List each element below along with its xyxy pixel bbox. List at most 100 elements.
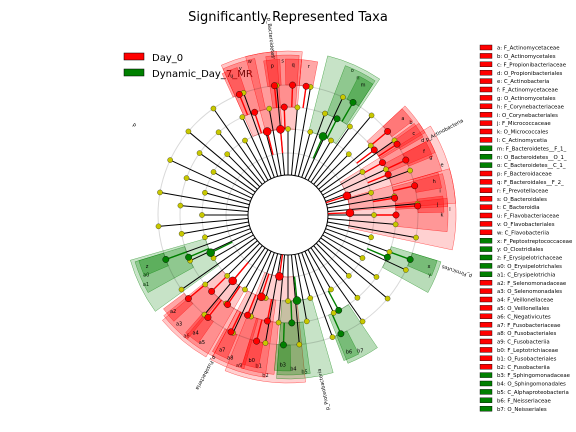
branch-a5 — [227, 285, 241, 305]
tree-branch — [169, 159, 252, 199]
branch-a — [370, 130, 389, 147]
tree-branch — [181, 221, 249, 235]
legend-swatch-day7 — [123, 68, 145, 77]
tree-branch — [294, 86, 312, 176]
tree-branch — [322, 171, 363, 196]
tree-branch — [318, 240, 388, 299]
cladogram-nodes — [155, 81, 422, 349]
neutral-node — [392, 221, 399, 228]
tree-branch — [318, 145, 372, 190]
neutral-node — [307, 129, 314, 135]
key-label-b3: b3: F_Sphingomonadaceae — [497, 373, 571, 379]
branch-a0 — [188, 247, 210, 258]
clade-label-t: t — [273, 55, 275, 61]
key-swatch-u — [479, 212, 493, 219]
key-label-o: o: C_Bacteroidetes__C_1_ — [497, 163, 566, 169]
tree-branch — [204, 240, 258, 285]
branch-b7 — [327, 290, 340, 311]
node-i — [391, 194, 399, 202]
branch-a3 — [211, 275, 228, 292]
node-w — [262, 127, 272, 136]
node-l — [345, 208, 355, 218]
clade-label-o: o — [351, 68, 354, 74]
neutral-node — [359, 169, 366, 175]
key-swatch-c — [479, 61, 493, 67]
key-swatch-z — [479, 254, 493, 261]
neutral-node — [407, 167, 413, 174]
key-swatch-f — [479, 86, 493, 93]
branch-a2 — [187, 283, 206, 300]
node-y — [384, 253, 391, 261]
clade-label-k: k — [441, 213, 444, 219]
key-label-g: g: O_Actinomycetales — [497, 96, 556, 102]
node-z — [162, 256, 170, 263]
key-label-b0: b0: F_Leptotrichiaceae — [497, 348, 559, 354]
tree-branch — [310, 247, 363, 322]
key-label-u: u: F_Flavobacteriaceae — [497, 214, 560, 220]
neutral-node — [368, 189, 374, 196]
clade-label-b0: b0 — [249, 358, 255, 364]
clade-sector-m — [346, 75, 374, 107]
branch-b — [356, 149, 375, 164]
branch-s — [283, 107, 286, 130]
node-u — [235, 91, 243, 98]
clade-label-b: b — [409, 120, 412, 126]
clade-label-j: j — [436, 202, 438, 208]
neutral-node — [346, 151, 352, 157]
node-r — [302, 82, 310, 90]
neutral-node — [224, 151, 230, 157]
legend-label-day7: Dynamic_Day_7_MR — [152, 69, 253, 80]
key-swatch-a6 — [479, 313, 493, 319]
key-swatch-a4 — [479, 296, 493, 303]
key-swatch-k — [479, 128, 493, 135]
clade-sector-g — [383, 139, 443, 186]
key-label-a6: a6: C_Negativicutes — [497, 314, 551, 320]
tree-branch — [320, 140, 395, 193]
tree-branch — [213, 234, 254, 259]
tree-branch — [315, 242, 350, 277]
tree-branch — [307, 140, 332, 181]
neutral-node — [371, 212, 377, 218]
branch-g — [367, 173, 389, 184]
neutral-node — [157, 189, 163, 196]
node-a7 — [227, 328, 235, 336]
tree-branch — [322, 234, 363, 259]
neutral-node — [383, 166, 389, 173]
branch-v — [253, 112, 263, 134]
key-label-n: n: O_Bacteroidetes__O_1_ — [497, 155, 567, 161]
key-swatch-b0 — [479, 347, 493, 353]
node-t — [276, 125, 285, 134]
key-label-a0: a0: O_Erysipelotrichales — [497, 264, 562, 270]
tree-branch — [268, 108, 282, 176]
tree-branch — [301, 113, 326, 178]
clade-label-p: p — [271, 63, 274, 69]
key-swatch-a5 — [479, 305, 493, 311]
key-swatch-b2 — [479, 364, 493, 370]
node-b2 — [275, 272, 284, 281]
neutral-node — [224, 273, 230, 279]
neutral-node — [294, 104, 301, 111]
phylum-label-5: p — [131, 122, 137, 129]
clade-label-b6: b6 — [346, 350, 352, 356]
clade-label-b5: b5 — [301, 370, 307, 376]
node-m — [349, 99, 357, 106]
key-label-z: z: F_Erysipelotrichaceae — [497, 256, 563, 262]
key-label-b1: b1: O_Fusobacteriales — [497, 356, 557, 362]
key-swatch-m — [479, 145, 493, 152]
key-swatch-a2 — [479, 280, 493, 286]
node-b4 — [288, 319, 296, 327]
key-label-a1: a1: C_Erysipelotrichia — [497, 272, 555, 278]
tree-branch — [250, 252, 275, 317]
key-swatch-j — [479, 120, 493, 126]
neutral-node — [242, 137, 248, 144]
key-swatch-a1 — [479, 271, 493, 277]
node-a5 — [224, 301, 232, 308]
neutral-node — [354, 294, 361, 301]
tree-branch — [180, 205, 249, 213]
clade-sector-f — [402, 141, 433, 167]
key-swatch-i — [479, 111, 493, 118]
chart-title: Significantly Represented Taxa — [188, 10, 388, 25]
branch-p — [273, 85, 278, 108]
neutral-node — [167, 157, 173, 163]
neutral-node — [242, 286, 248, 293]
